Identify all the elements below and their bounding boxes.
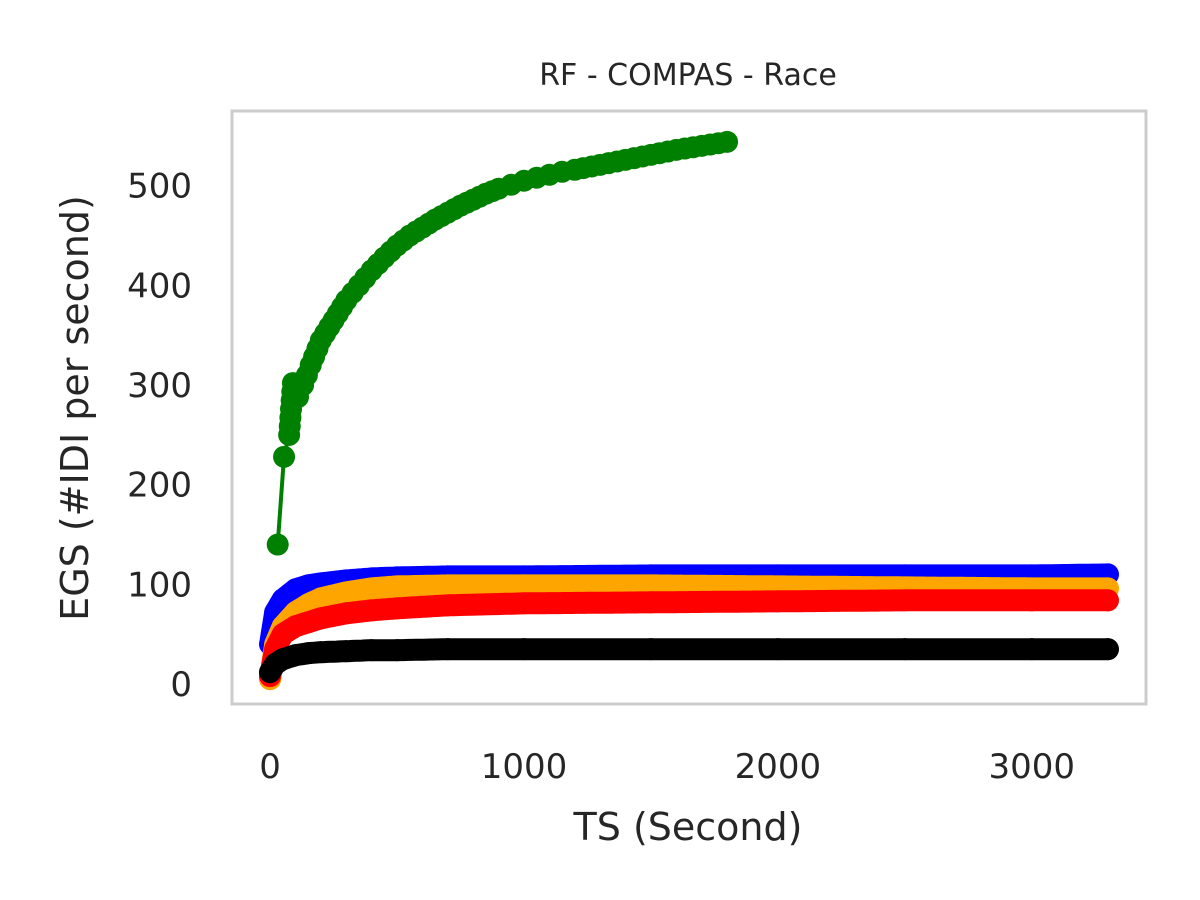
- data-point: [273, 445, 296, 468]
- data-point: [1020, 589, 1043, 612]
- series-line: [259, 638, 1119, 684]
- y-tick-label: 0: [170, 665, 192, 705]
- data-point: [266, 533, 289, 556]
- data-point: [1096, 638, 1119, 661]
- data-point: [893, 589, 916, 612]
- series-0: [266, 130, 739, 556]
- x-tick-label: 1000: [481, 747, 568, 787]
- data-point: [512, 574, 535, 597]
- y-tick-label: 200: [127, 466, 192, 506]
- data-point: [335, 602, 358, 625]
- data-point: [639, 638, 662, 661]
- data-point: [512, 638, 535, 661]
- data-point: [386, 597, 409, 620]
- y-tick-label: 300: [127, 366, 192, 406]
- x-tick-label: 2000: [735, 747, 822, 787]
- data-point: [360, 577, 383, 600]
- x-axis-label: TS (Second): [573, 805, 803, 849]
- data-point: [360, 599, 383, 622]
- chart-title: RF - COMPAS - Race: [539, 58, 837, 93]
- series-line: [259, 589, 1119, 688]
- data-point: [436, 638, 459, 661]
- data-point: [512, 592, 535, 615]
- data-point: [436, 574, 459, 597]
- data-point: [309, 607, 332, 630]
- data-point: [309, 641, 332, 664]
- data-point: [386, 639, 409, 662]
- data-point: [766, 638, 789, 661]
- data-point: [639, 574, 662, 597]
- y-axis-label: EGS (#IDI per second): [53, 195, 97, 621]
- data-point: [766, 590, 789, 613]
- data-point: [893, 638, 916, 661]
- series-3: [259, 589, 1119, 688]
- data-point: [335, 640, 358, 663]
- y-tick-label: 500: [127, 167, 192, 207]
- data-point: [309, 587, 332, 610]
- plot-frame: [230, 109, 1148, 706]
- y-axis-ticks: 0 100 200 300 400 500: [127, 167, 192, 705]
- series-line: [275, 139, 728, 545]
- x-tick-label: 3000: [988, 747, 1075, 787]
- data-point: [1020, 638, 1043, 661]
- series-4: [259, 638, 1119, 684]
- y-tick-label: 100: [127, 565, 192, 605]
- data-point: [639, 591, 662, 614]
- data-point: [716, 130, 739, 153]
- data-point: [335, 581, 358, 604]
- data-point: [360, 639, 383, 662]
- y-tick-label: 400: [127, 266, 192, 306]
- data-point: [1096, 589, 1119, 612]
- x-tick-label: 0: [259, 747, 281, 787]
- x-axis-ticks: 0 1000 2000 3000: [259, 747, 1075, 787]
- data-point: [436, 594, 459, 617]
- data-point: [386, 575, 409, 598]
- series-line: [259, 574, 1119, 691]
- plot-area: [259, 130, 1119, 691]
